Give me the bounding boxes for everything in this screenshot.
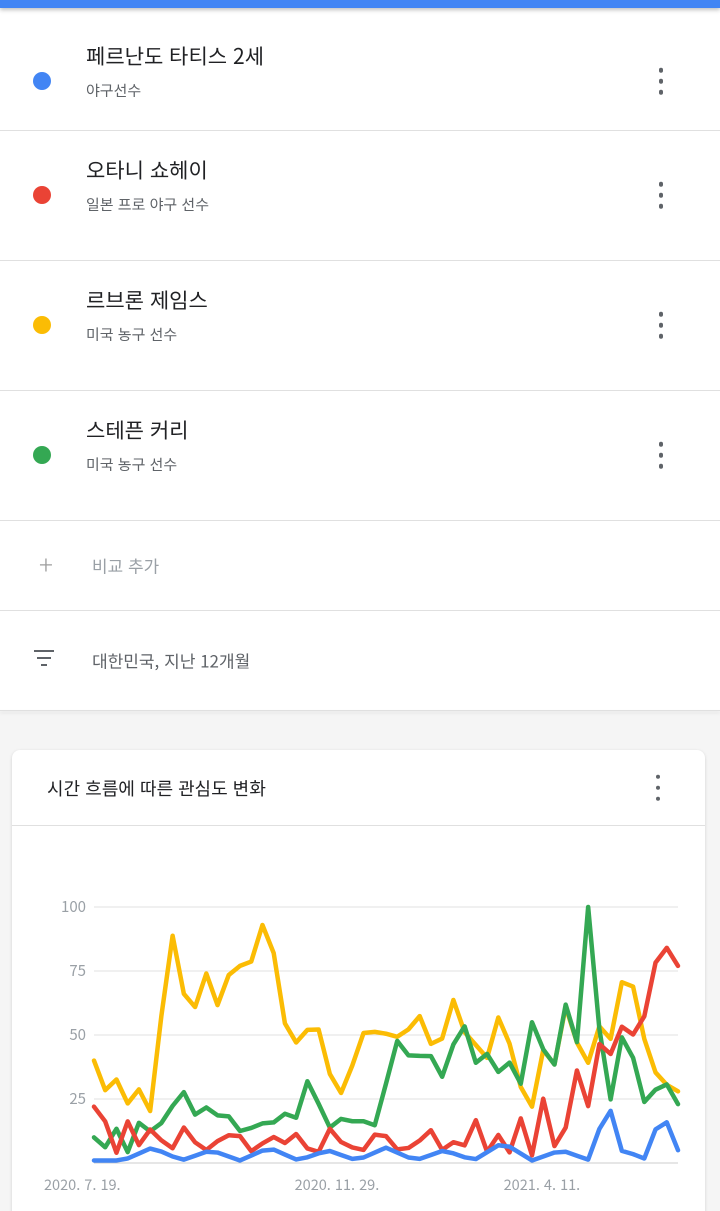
svg-text:50: 50 (69, 1024, 86, 1045)
svg-text:25: 25 (69, 1088, 86, 1109)
svg-text:100: 100 (61, 896, 86, 917)
svg-text:75: 75 (69, 960, 86, 981)
svg-text:2020. 11. 29.: 2020. 11. 29. (295, 1174, 380, 1195)
svg-text:2020. 7. 19.: 2020. 7. 19. (44, 1174, 121, 1195)
svg-text:2021. 4. 11.: 2021. 4. 11. (504, 1174, 581, 1195)
